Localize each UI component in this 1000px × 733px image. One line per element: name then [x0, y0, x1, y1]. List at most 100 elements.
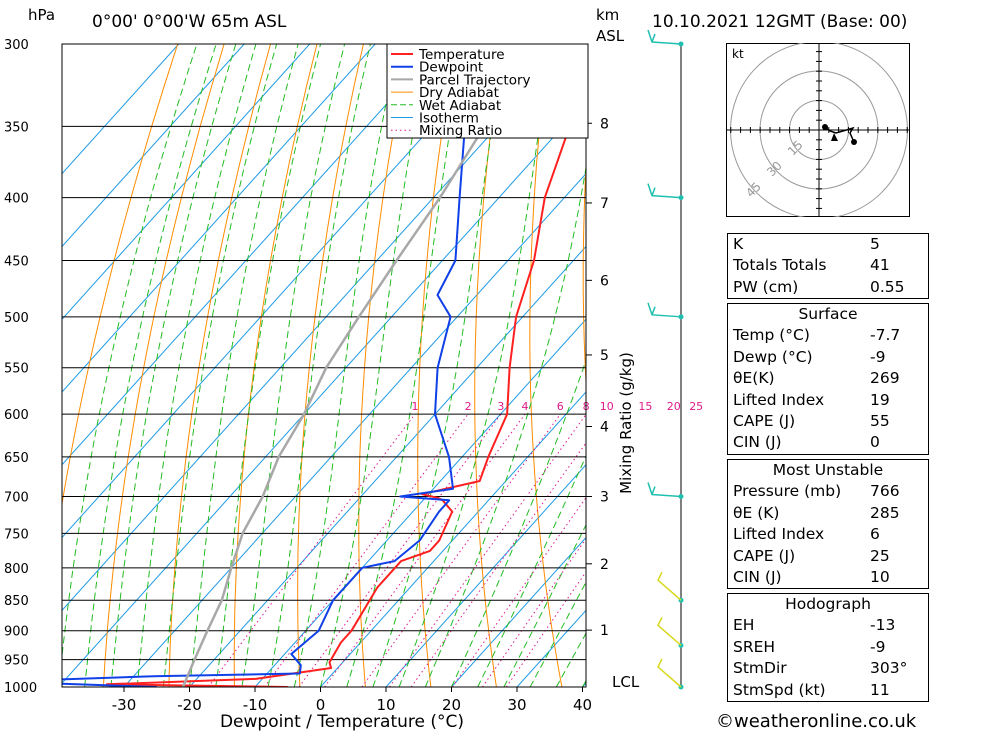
isotherm-line — [62, 44, 573, 612]
surface-cape-value: 55 — [870, 411, 890, 430]
lcl-label: LCL — [612, 673, 640, 691]
isotherms — [62, 44, 586, 687]
mu-li-label: Lifted Index — [733, 525, 825, 544]
wet-adiabat-line — [424, 164, 586, 687]
mu-thetae-label: θE (K) — [733, 503, 780, 522]
indices-table: K 5 Totals Totals 41 PW (cm) 0.55 — [727, 233, 929, 300]
pressure-tick-label: 1000 — [4, 681, 37, 696]
pw-value: 0.55 — [870, 277, 905, 296]
surface-title: Surface — [798, 305, 858, 323]
surface-li-label: Lifted Index — [733, 390, 825, 409]
dry-adiabat-line — [102, 44, 225, 687]
mixing-ratio-tick-label: 2 — [465, 400, 472, 413]
surface-table: Surface Temp (°C) -7.7 Dewp (°C) -9 θE(K) 2… — [727, 303, 929, 455]
stmdir-value: 303° — [870, 659, 908, 678]
isotherm-line — [189, 245, 586, 687]
mu-thetae-value: 285 — [870, 503, 900, 522]
isotherm-line — [62, 44, 180, 175]
dry-adiabat-line — [417, 44, 457, 687]
surface-thetae-label: θE(K) — [733, 369, 775, 388]
x-tick-label: 0 — [316, 696, 326, 714]
pressure-tick-label: 700 — [4, 491, 29, 506]
dry-adiabat-line — [920, 44, 1000, 687]
mu-cin-label: CIN (J) — [733, 567, 782, 586]
pressure-tick-label: 650 — [4, 451, 29, 466]
stmdir-label: StmDir — [733, 659, 787, 678]
pressure-tick-label: 350 — [4, 120, 29, 135]
mu-cin-value: 10 — [870, 567, 890, 586]
wind-barb — [657, 658, 682, 688]
isotherm-line — [62, 44, 507, 539]
isotherm-line — [320, 391, 586, 687]
mixing-ratio-axis-label: Mixing Ratio (g/kg) — [617, 352, 635, 494]
hodograph-trace — [824, 126, 855, 143]
mixing-ratio-tick-label: 4 — [522, 400, 529, 413]
surface-dewp-value: -9 — [870, 347, 886, 366]
temperature-line — [105, 96, 586, 687]
pressure-tick-label: 400 — [4, 192, 29, 207]
wet-adiabat-line — [241, 44, 346, 687]
pressure-tick-label: 900 — [4, 625, 29, 640]
surface-dewp-label: Dewp (°C) — [733, 347, 813, 366]
stmspd-value: 11 — [870, 680, 890, 699]
dry-adiabat-line — [967, 44, 1000, 687]
dry-adiabat-line — [358, 44, 411, 687]
k-label: K — [733, 235, 744, 253]
stmspd-label: StmSpd (kt) — [733, 680, 826, 699]
mixing-ratio-line — [410, 442, 586, 687]
dry-adiabat-line — [233, 44, 318, 687]
footer-credit[interactable]: ©weatheronline.co.uk — [716, 711, 917, 732]
wet-adiabat-line — [162, 44, 278, 687]
pressure-unit: hPa — [28, 6, 56, 24]
mu-cape-label: CAPE (J) — [733, 546, 796, 565]
storm-motion-marker — [831, 133, 838, 141]
mixing-ratio-line — [207, 413, 416, 687]
isotherm-line — [62, 44, 311, 320]
mixing-ratio-labels: 1 2 3 4 6 8 10 15 20 25 — [412, 400, 704, 413]
profile-traces — [62, 44, 586, 687]
mixing-ratio-line — [298, 413, 502, 687]
legend-label: Dry Adiabat — [419, 85, 499, 101]
height-tick-label: 2 — [600, 557, 609, 573]
mixing-ratio-tick-label: 1 — [412, 400, 419, 413]
sreh-label: SREH — [733, 637, 776, 656]
legend-label: Parcel Trajectory — [419, 72, 531, 88]
sreh-value: -9 — [870, 637, 886, 656]
surface-temp-label: Temp (°C) — [733, 326, 810, 345]
pressure-tick-label: 300 — [4, 38, 29, 53]
height-tick-label: 5 — [600, 348, 609, 364]
pressure-tick-label: 850 — [4, 594, 29, 609]
mu-pressure-label: Pressure (mb) — [733, 482, 842, 501]
pressure-tick-label: 550 — [4, 362, 29, 377]
isotherm-line — [62, 44, 245, 248]
isotherm-line — [385, 464, 586, 687]
mixing-ratio-line — [388, 413, 586, 687]
mixing-ratio-tick-label: 20 — [667, 400, 681, 413]
mixing-ratio-line — [505, 570, 586, 687]
mixing-ratio-tick-label: 6 — [557, 400, 564, 413]
x-tick-label: 10 — [376, 696, 395, 714]
mixing-ratio-tick-label: 10 — [600, 400, 614, 413]
hodograph-point — [822, 124, 828, 130]
dry-adiabat-line — [635, 44, 693, 687]
legend-label: Mixing Ratio — [419, 123, 502, 139]
pw-label: PW (cm) — [733, 277, 799, 296]
wind-barbs — [647, 29, 684, 690]
x-tick-label: 20 — [442, 696, 461, 714]
most-unstable-table: Most Unstable Pressure (mb) 766 θE (K) 285… — [727, 459, 929, 590]
mixing-ratio-line — [451, 496, 586, 687]
hodograph-point — [851, 139, 857, 145]
tt-label: Totals Totals — [733, 256, 827, 275]
x-tick-label: -20 — [177, 696, 202, 714]
legend-label: Isotherm — [419, 111, 479, 127]
axes: 3003504004505005506006507007508008509009… — [4, 38, 640, 732]
x-tick-label: 40 — [573, 696, 592, 714]
x-tick-label: -30 — [112, 696, 137, 714]
surface-li-value: 19 — [870, 390, 890, 409]
k-value: 5 — [870, 235, 880, 253]
hodograph-title: Hodograph — [785, 595, 871, 613]
isotherm-line — [451, 536, 586, 687]
height-tick-label: 8 — [600, 116, 609, 132]
